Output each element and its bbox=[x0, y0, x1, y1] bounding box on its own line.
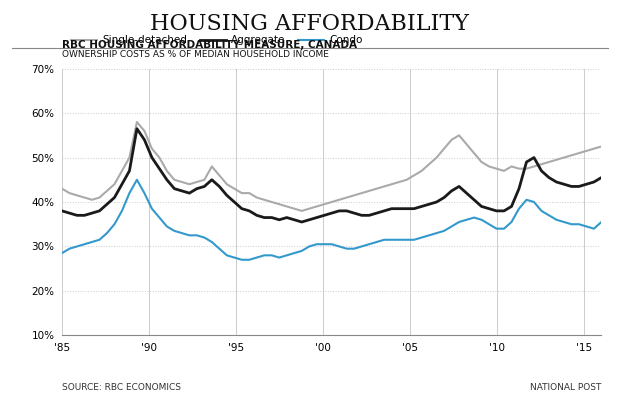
Condo bbox=[523, 197, 530, 202]
Aggregate bbox=[538, 168, 545, 173]
Condo bbox=[185, 233, 193, 238]
Text: OWNERSHIP COSTS AS % OF MEDIAN HOUSEHOLD INCOME: OWNERSHIP COSTS AS % OF MEDIAN HOUSEHOLD… bbox=[62, 50, 329, 59]
Condo bbox=[560, 219, 568, 224]
Aggregate bbox=[343, 208, 350, 213]
Aggregate bbox=[133, 126, 141, 131]
Text: HOUSING AFFORDABILITY: HOUSING AFFORDABILITY bbox=[151, 13, 469, 35]
Line: Single-detached: Single-detached bbox=[62, 122, 601, 211]
Legend: Single-detached, Aggregate, Condo: Single-detached, Aggregate, Condo bbox=[67, 31, 367, 50]
Single-detached bbox=[538, 162, 545, 166]
Aggregate bbox=[246, 208, 253, 213]
Condo bbox=[343, 246, 350, 251]
Text: RBC HOUSING AFFORDABILITY MEASURE, CANADA: RBC HOUSING AFFORDABILITY MEASURE, CANAD… bbox=[62, 40, 357, 50]
Line: Aggregate: Aggregate bbox=[62, 128, 601, 222]
Aggregate bbox=[560, 182, 568, 187]
Aggregate bbox=[598, 175, 605, 180]
Single-detached bbox=[298, 208, 306, 213]
Aggregate bbox=[58, 208, 66, 213]
Aggregate bbox=[298, 219, 306, 224]
Single-detached bbox=[560, 155, 568, 160]
Condo bbox=[133, 177, 141, 182]
Condo bbox=[538, 208, 545, 213]
Single-detached bbox=[343, 195, 350, 200]
Single-detached bbox=[523, 166, 530, 171]
Line: Condo: Condo bbox=[62, 180, 601, 260]
Single-detached bbox=[133, 120, 141, 124]
Aggregate bbox=[185, 191, 193, 196]
Single-detached bbox=[246, 191, 253, 196]
Text: NATIONAL POST: NATIONAL POST bbox=[530, 383, 601, 392]
Single-detached bbox=[598, 144, 605, 149]
Single-detached bbox=[185, 182, 193, 187]
Condo bbox=[253, 255, 260, 260]
Aggregate bbox=[523, 160, 530, 164]
Single-detached bbox=[58, 186, 66, 191]
Text: SOURCE: RBC ECONOMICS: SOURCE: RBC ECONOMICS bbox=[62, 383, 181, 392]
Condo bbox=[58, 250, 66, 255]
Condo bbox=[238, 257, 246, 262]
Condo bbox=[598, 219, 605, 224]
